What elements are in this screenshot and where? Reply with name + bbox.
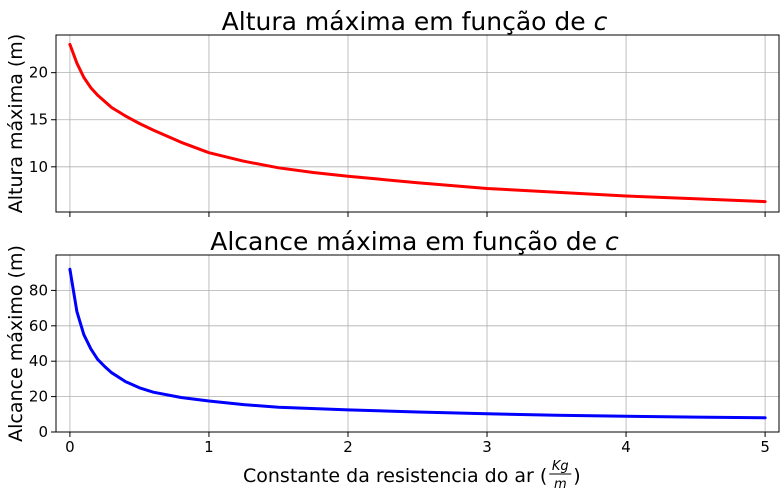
y-axis-label: Altura máxima (m) [5,34,27,213]
x-tick-label: 2 [343,438,353,456]
x-tick-label: 3 [482,438,492,456]
alcance-panel: 0 1 2 3 4 5 0 20 40 60 80 Alcance máxima em função … [5,227,780,492]
x-tick-label: 1 [204,438,214,456]
y-axis-label: Alcance máximo (m) [5,245,27,442]
chart-title-variable: c [605,227,619,256]
x-tick-label: 0 [65,438,75,456]
chart-title-variable: c [594,7,608,36]
chart-title-text: Alcance máxima em função de [210,227,605,256]
series-line [68,42,767,204]
series-line [68,267,767,420]
axes-frame [55,254,780,433]
y-tick-label: 10 [29,158,48,176]
y-tick-label: 0 [38,423,48,441]
y-tick-label: 20 [29,388,48,406]
chart-title: Altura máxima em função de c [222,7,608,36]
y-tick-label: 40 [29,352,48,370]
y-tick-label: 20 [29,64,48,82]
y-tick-label: 15 [29,111,48,129]
chart-title-text: Altura máxima em função de [222,7,594,36]
x-axis-label-fraction-numerator: Kg [552,459,569,474]
x-axis-label-fraction-denominator: m [554,477,567,492]
x-tick-label: 5 [760,438,770,456]
y-tick-label: 60 [29,317,48,335]
x-axis-label-close-paren: ) [573,465,580,487]
y-tick-label: 80 [29,281,48,299]
axes-frame [55,34,780,213]
x-axis-label: Constante da resistencia do ar ( [243,465,547,487]
x-tick-label: 4 [621,438,631,456]
chart-title: Alcance máxima em função de c [210,227,619,256]
